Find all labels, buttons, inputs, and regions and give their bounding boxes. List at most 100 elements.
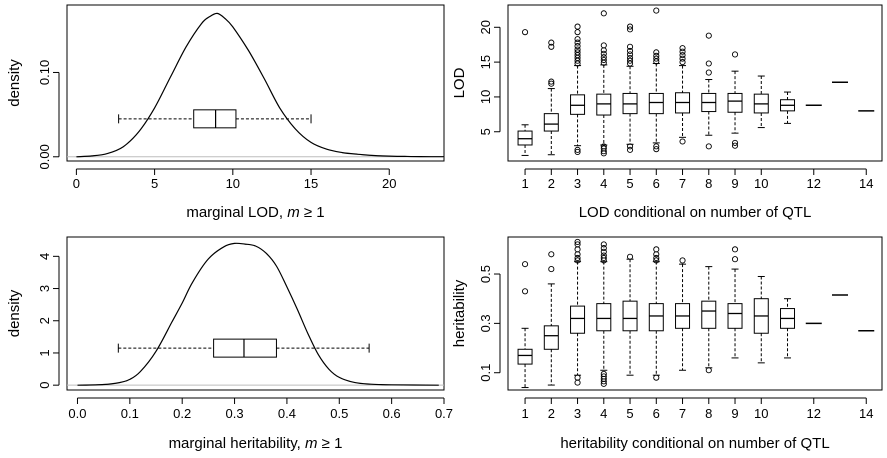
plot-frame — [66, 4, 445, 162]
x-tick-label: 9 — [731, 176, 738, 191]
y-tick-label: 0.10 — [37, 60, 52, 85]
outlier-point — [653, 7, 660, 14]
x-tick-label: 5 — [151, 176, 158, 191]
y-tick-label: 2 — [37, 317, 52, 324]
x-tick-label: 6 — [653, 406, 660, 421]
x-tick-label: 4 — [600, 406, 607, 421]
outlier-point — [574, 257, 581, 264]
box-group — [780, 298, 796, 359]
outlier-point — [731, 142, 739, 149]
x-axis-label-condition: ≥ 1 — [318, 435, 343, 452]
outlier-point — [626, 47, 634, 55]
x-tick-label: 20 — [382, 176, 396, 191]
outlier-point — [548, 266, 555, 273]
outlier-point — [653, 374, 660, 381]
box-group — [543, 251, 559, 386]
outlier-point — [653, 146, 660, 153]
outlier-point — [522, 29, 529, 36]
y-tick-label: 3 — [37, 285, 52, 292]
iqr-box — [727, 92, 743, 113]
y-tick-label: 1 — [37, 349, 52, 356]
box-group — [596, 241, 612, 387]
outlier-point — [653, 246, 660, 253]
outlier-point — [522, 261, 529, 268]
outlier-point — [705, 32, 712, 39]
y-tick-label: 15 — [478, 55, 493, 69]
iqr-box — [570, 305, 586, 334]
outlier-point — [679, 52, 686, 59]
x-tick-label: 7 — [679, 406, 686, 421]
box-group — [622, 23, 638, 153]
box-group — [648, 246, 664, 381]
outlier-point — [626, 23, 634, 30]
outlier-point — [600, 248, 607, 255]
plot-frame — [507, 236, 883, 391]
iqr-box — [517, 348, 533, 365]
outlier-point — [731, 51, 739, 58]
x-axis-label: heritability conditional on number of QT… — [560, 435, 829, 452]
iqr-box — [596, 93, 612, 116]
outlier-point — [679, 138, 686, 145]
y-tick-label: 0 — [37, 382, 52, 389]
outlier-point — [600, 254, 607, 262]
iqr-box — [701, 300, 717, 329]
outlier-point — [626, 146, 634, 153]
box-group — [570, 23, 586, 155]
outlier-point — [679, 55, 686, 62]
outlier-point — [548, 78, 555, 85]
x-tick-label: 14 — [859, 176, 873, 191]
x-tick-label: 10 — [754, 176, 768, 191]
iqr-box — [596, 303, 612, 332]
outlier-point — [574, 374, 581, 381]
outlier-point — [574, 49, 581, 56]
box-group — [517, 261, 533, 389]
outlier-point — [600, 252, 607, 259]
outlier-point — [522, 288, 529, 295]
x-tick-label: 0.7 — [435, 406, 453, 421]
x-tick-label: 0.1 — [121, 406, 139, 421]
outlier-point — [574, 23, 581, 30]
box-group — [753, 75, 769, 129]
outlier-point — [574, 146, 581, 153]
x-tick-label: 1 — [521, 176, 528, 191]
box-group — [596, 10, 612, 157]
x-axis-label-variable: m — [305, 435, 318, 452]
outlier-point — [600, 245, 607, 252]
box-group — [622, 253, 638, 376]
outlier-point — [626, 43, 634, 50]
outlier-point — [574, 251, 581, 258]
y-axis-label: LOD — [451, 67, 468, 98]
x-axis-label-text: marginal heritability, — [169, 435, 305, 452]
outlier-point — [731, 139, 739, 146]
outlier-point — [574, 36, 581, 43]
box-group — [570, 238, 586, 386]
outlier-point — [574, 46, 581, 53]
x-tick-label: 5 — [626, 406, 633, 421]
outlier-point — [626, 57, 634, 64]
outlier-point — [574, 29, 581, 36]
outlier-point — [600, 145, 607, 152]
box-group — [543, 39, 559, 156]
iqr-box — [648, 92, 664, 115]
x-tick-label: 4 — [600, 176, 607, 191]
outlier-point — [600, 50, 607, 57]
plot-frame — [507, 4, 883, 162]
outlier-point — [653, 143, 660, 150]
outlier-point — [600, 143, 607, 150]
outlier-point — [600, 54, 607, 61]
box-group — [780, 91, 796, 124]
outlier-point — [679, 257, 686, 264]
y-axis-label: density — [6, 289, 23, 337]
outlier-point — [679, 48, 686, 55]
x-tick-label: 0 — [73, 176, 80, 191]
outlier-point — [679, 45, 686, 52]
outlier-point — [600, 10, 607, 17]
density-curve — [76, 12, 445, 158]
outlier-point — [731, 256, 739, 263]
outlier-point — [548, 39, 555, 46]
x-tick-label: 12 — [807, 176, 821, 191]
outlier-point — [574, 379, 581, 386]
outlier-point — [731, 246, 739, 253]
